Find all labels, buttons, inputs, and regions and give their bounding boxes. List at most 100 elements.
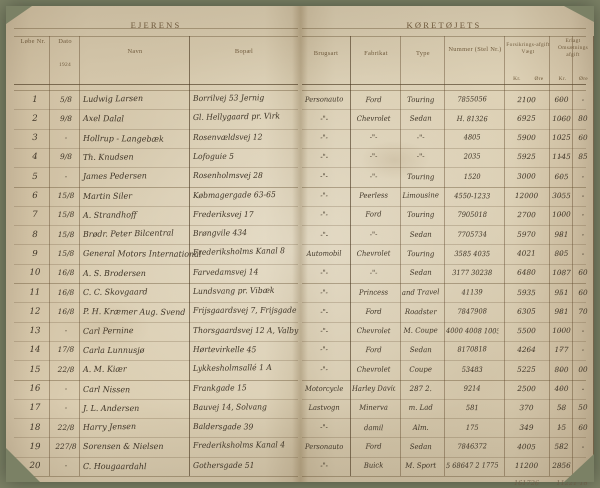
cell-erlagt-ore: 60 [573,422,593,431]
cell-bopael: Gl. Hellygaard pr. Virk [193,112,280,123]
header-rule [302,28,586,29]
cell-lobe-nr: 17 [24,403,46,413]
cell-forsikring-kr: 4021 [505,248,548,258]
cell-bopael: Frijsgaardsvej 7, Frijsgade [193,306,297,315]
row-rule [14,283,298,284]
cell-dato: 5/8 [55,94,77,103]
cell-type: Roadster [401,307,441,316]
cell-forsikring-kr: 5900 [505,133,548,142]
cell-bopael: Frederiksvej 17 [193,210,254,219]
column-divider [444,36,445,476]
cell-lobe-nr: 19 [24,442,46,452]
cell-bopael: Thorsgaardsvej 12 A, Valby [193,326,298,335]
cell-brugsart: -"- [303,345,345,355]
cell-lobe-nr: 5 [24,172,46,182]
cell-nummer: 7905018 [446,210,498,219]
cell-forsikring-kr: 5925 [505,152,548,161]
cell-nummer: 7705734 [446,229,499,239]
cell-brugsart: -"- [303,230,345,239]
cell-fabrikat: damil [352,423,395,432]
cell-brugsart: Personauto [303,442,345,451]
cell-brugsart: -"- [303,210,345,219]
cell-type: m. Lad [401,403,441,412]
cell-lobe-nr: 14 [24,345,46,355]
cell-nummer: 5 68647 2 17753 [446,461,499,471]
cell-navn: J. L. Andersen [83,403,139,413]
cell-bopael: Rosenholmsvej 28 [193,171,263,180]
cell-erlagt-ore: 60 [573,268,593,277]
cell-erlagt-ore: - [573,210,593,219]
cell-bopael: Lundsvang pr. Vibæk [193,286,275,296]
cell-erlagt-kr: 605 [551,172,572,181]
cell-bopael: Farvedamsvej 14 [193,267,259,277]
cell-erlagt-ore: - [573,94,593,103]
cell-erlagt-kr: 177 [551,345,572,354]
cell-fabrikat: Buick [352,461,395,471]
cell-brugsart: -"- [303,307,345,316]
cell-nummer: 7855056 [446,93,499,103]
row-rule [14,360,298,361]
cell-type: Sedan [401,229,441,238]
cell-erlagt-ore: - [573,191,593,200]
cell-fabrikat: -"- [352,171,395,180]
cell-erlagt-kr: 1145 [551,152,572,161]
cell-navn: Sorensen & Nielsen [83,441,163,451]
cell-forsikring-kr: 6305 [505,306,548,315]
cell-erlagt-kr: 582 [551,442,572,451]
cell-fabrikat: -"- [352,229,395,238]
cell-type: Touring [401,249,441,258]
cell-bopael: Frederiksholms Kanal 4 [193,441,285,451]
cell-dato: - [55,384,77,393]
cell-brugsart: -"- [303,461,345,470]
row-rule [14,109,298,110]
cell-navn: A. M. Kiær [83,364,127,374]
cell-nummer: 2035 [446,152,499,162]
cell-type: and Travel [401,287,441,297]
cell-erlagt-kr: 1000 [551,210,572,219]
header-rule [14,84,298,85]
cell-dato: 16/8 [55,268,77,277]
cell-nummer: 4805 [446,132,499,142]
cell-erlagt-kr: 600 [551,94,572,103]
cell-bopael: Brøngvile 434 [193,228,247,238]
cell-brugsart: -"- [303,422,345,432]
column-divider [593,36,594,476]
cell-bopael: Frankgade 15 [193,383,247,393]
cell-forsikring-kr: 2500 [505,384,548,393]
cell-lobe-nr: 10 [24,268,46,278]
header-anmaerkning: Anmærkning [596,48,600,56]
cell-forsikring-kr: 11200 [505,461,548,470]
cell-forsikring-kr: 6480 [505,268,548,277]
cell-type: 287 2. [401,384,440,393]
cell-nummer: 9214 [446,383,499,393]
cell-type: M. Coupe [401,326,441,335]
cell-type: Sedan [401,268,441,277]
cell-type: Alm. [401,423,440,432]
cell-brugsart: -"- [303,152,345,161]
cell-brugsart: Lastvogn [303,403,345,412]
cell-lobe-nr: 3 [24,133,46,143]
cell-nummer: 53483 [446,365,498,374]
cell-type: Coupe [401,364,441,373]
column-divider [79,36,80,476]
cell-nummer: 175 [446,422,498,431]
cell-erlagt-ore: 80 [573,113,593,122]
row-rule [14,264,298,265]
cell-forsikring-kr: 4005 [505,442,548,451]
cell-forsikring-kr: 370 [505,403,548,412]
cell-lobe-nr: 6 [24,191,46,201]
cell-navn: Martin Siler [83,190,132,200]
cell-navn: C. Hougaardahl [83,461,147,471]
row-rule [14,380,298,381]
cell-brugsart: -"- [303,268,345,277]
cell-lobe-nr: 15 [24,365,46,375]
cell-erlagt-ore: 85 [573,152,593,161]
cell-type: Sedan [401,345,441,354]
cell-nummer: 4550-1233 [446,191,499,200]
cell-erlagt-kr: 1060 [551,114,572,123]
cell-nummer: 1520 [446,172,498,181]
cell-erlagt-ore: - [573,171,593,180]
cell-navn: Carl Nissen [83,384,130,394]
cell-navn: Brødr. Peter Bilcentral [83,228,174,240]
row-rule [14,206,298,207]
